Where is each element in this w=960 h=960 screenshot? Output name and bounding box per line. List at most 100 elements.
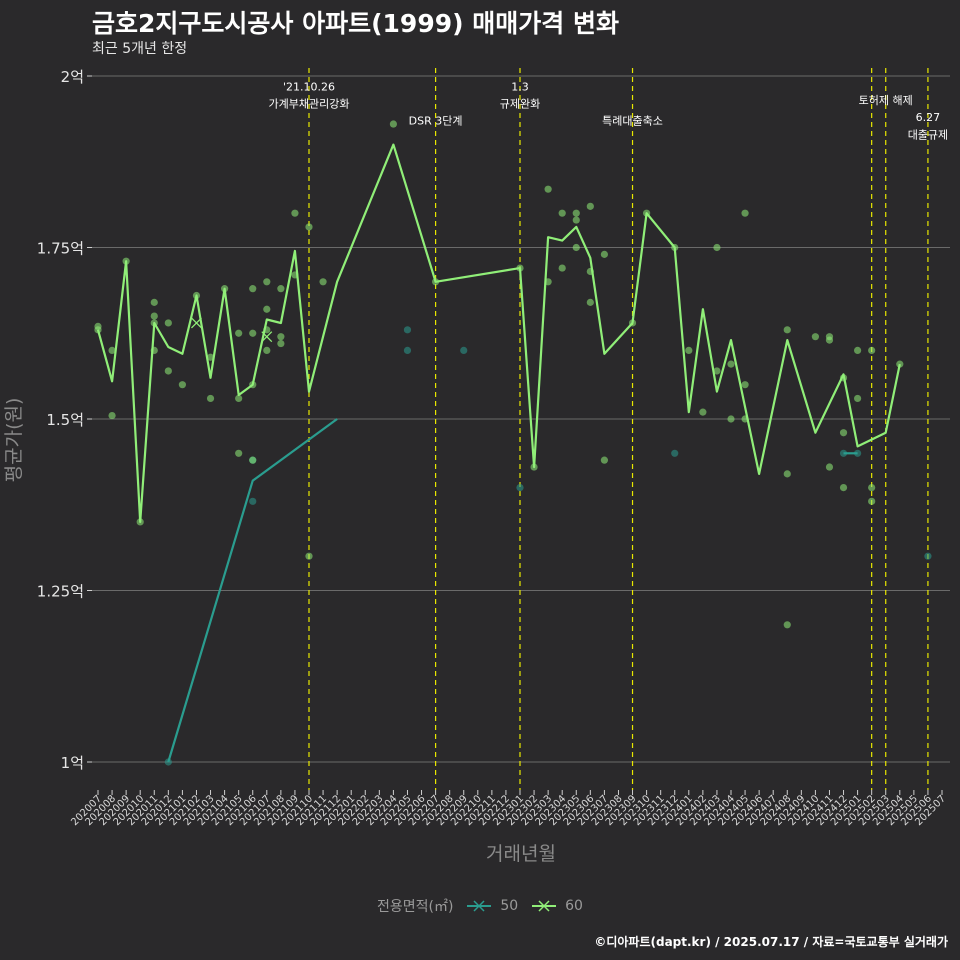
data-point	[671, 449, 679, 457]
data-point	[868, 497, 876, 505]
data-point	[783, 470, 791, 478]
y-axis-label: 평균가(원)	[3, 398, 25, 483]
data-point	[235, 394, 243, 403]
data-point	[108, 346, 116, 354]
page-title: 금호2지구도시공사 아파트(1999) 매매가격 변화	[92, 9, 619, 38]
data-point	[516, 484, 524, 492]
data-point	[150, 312, 158, 320]
series-line	[167, 418, 338, 763]
legend-label-60: 60	[565, 898, 583, 914]
data-point	[868, 484, 876, 492]
data-point	[178, 381, 186, 389]
data-point	[206, 353, 215, 361]
data-point	[263, 305, 271, 313]
data-point	[164, 367, 172, 375]
y-tick-label: 1.75억	[37, 240, 84, 258]
data-point	[713, 367, 721, 375]
page-subtitle: 최근 5개년 한정	[92, 41, 188, 57]
data-point	[854, 346, 862, 354]
data-point	[924, 552, 932, 560]
y-axis-ticks: 1억 1.25억 1.5억 1.75억 2억	[37, 68, 92, 772]
data-point	[586, 298, 594, 306]
data-point	[277, 333, 285, 341]
y-tick-label: 1억	[61, 754, 84, 772]
data-point	[164, 319, 172, 327]
data-point	[389, 120, 397, 128]
data-point	[839, 429, 848, 437]
data-point	[558, 264, 566, 272]
series-60	[94, 120, 904, 629]
data-point	[544, 185, 552, 193]
data-point	[249, 329, 257, 337]
data-point	[727, 415, 735, 423]
data-point	[600, 456, 609, 464]
data-point	[305, 223, 313, 231]
y-tick-label: 1.5억	[46, 411, 84, 429]
event-annotation: 6.27	[916, 111, 941, 124]
data-point	[249, 456, 257, 464]
y-tick-label: 2억	[61, 68, 84, 86]
data-point	[600, 250, 609, 258]
x-axis-ticks: 2020072020082020092020102020112020122021…	[69, 790, 948, 828]
data-point	[403, 326, 412, 334]
legend-label-50: 50	[500, 898, 519, 914]
event-annotation: 대출규제	[908, 128, 948, 141]
event-annotation: 토허제 해제	[859, 93, 913, 107]
legend-key-50	[466, 900, 491, 912]
data-point	[108, 411, 116, 420]
data-point	[460, 346, 468, 354]
data-point	[839, 484, 848, 492]
legend-title: 전용면적(㎡)	[377, 899, 454, 915]
data-point	[235, 449, 243, 457]
data-point	[249, 285, 257, 293]
event-lines	[308, 68, 929, 790]
data-point	[150, 298, 158, 306]
data-point	[741, 209, 749, 217]
data-point	[263, 346, 271, 354]
data-point	[277, 339, 285, 348]
data-point	[685, 346, 693, 354]
legend-key-60	[531, 900, 556, 912]
data-point	[403, 346, 412, 354]
series-layer	[94, 120, 932, 766]
data-point	[305, 552, 313, 560]
data-point	[277, 285, 285, 293]
data-point	[783, 326, 791, 334]
data-point	[291, 209, 299, 217]
data-point	[699, 408, 707, 416]
data-point	[586, 202, 594, 210]
data-point	[558, 209, 566, 217]
data-point	[741, 381, 749, 389]
data-point	[854, 394, 862, 403]
event-annotation: 특례대출축소	[602, 115, 663, 128]
data-point	[206, 394, 215, 403]
data-point	[783, 621, 791, 629]
data-point	[727, 360, 735, 368]
event-annotation: '21.10.26	[283, 80, 335, 93]
y-tick-label: 1.25억	[37, 583, 84, 601]
event-annotation: 규제완화	[500, 97, 540, 110]
x-axis-label: 거래년월	[486, 843, 556, 865]
data-point	[811, 333, 820, 341]
data-point	[249, 497, 257, 505]
event-annotation: 1.3	[511, 80, 529, 93]
event-annotation: DSR 3단계	[409, 115, 463, 128]
data-point	[825, 463, 834, 471]
data-point	[713, 243, 721, 252]
data-point	[235, 329, 243, 337]
data-point	[263, 278, 271, 286]
data-point	[319, 278, 327, 286]
series-line	[96, 143, 901, 524]
series-50	[164, 326, 932, 766]
data-point	[572, 216, 580, 224]
data-point	[572, 209, 580, 217]
data-point	[572, 243, 580, 252]
event-annotation: 가계부채관리강화	[269, 97, 350, 110]
legend: 전용면적(㎡) 50 60	[0, 896, 960, 916]
grid-lines	[92, 75, 950, 763]
source-caption: ©디아파트(dapt.kr) / 2025.07.17 / 자료=국토교통부 실…	[594, 935, 948, 949]
data-point	[825, 336, 834, 344]
data-point	[868, 346, 876, 354]
